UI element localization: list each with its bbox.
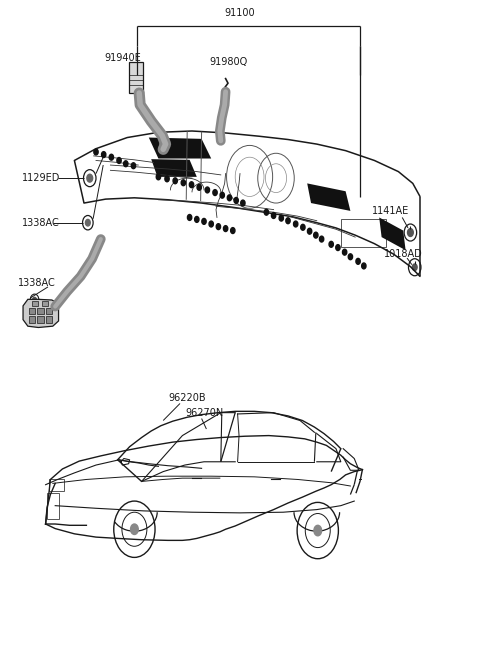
- Circle shape: [202, 219, 206, 224]
- Circle shape: [132, 162, 136, 168]
- Circle shape: [85, 219, 90, 226]
- Circle shape: [320, 236, 324, 242]
- Circle shape: [181, 180, 185, 186]
- Circle shape: [348, 253, 352, 259]
- Bar: [29, 308, 35, 314]
- Circle shape: [87, 174, 93, 182]
- Polygon shape: [149, 138, 211, 159]
- Circle shape: [101, 152, 106, 157]
- Circle shape: [264, 210, 269, 215]
- Circle shape: [165, 176, 169, 182]
- Circle shape: [209, 221, 213, 227]
- Circle shape: [109, 155, 113, 160]
- Circle shape: [188, 215, 192, 220]
- Circle shape: [195, 216, 199, 222]
- Circle shape: [223, 225, 228, 231]
- Bar: [42, 301, 48, 306]
- Circle shape: [131, 524, 138, 534]
- Circle shape: [279, 215, 283, 221]
- Text: 91940E: 91940E: [104, 52, 141, 63]
- Circle shape: [293, 221, 298, 227]
- Circle shape: [197, 185, 202, 191]
- Bar: [46, 316, 52, 323]
- Circle shape: [213, 190, 217, 196]
- Bar: [46, 308, 52, 314]
- Circle shape: [228, 195, 232, 200]
- Circle shape: [230, 228, 235, 234]
- Polygon shape: [151, 159, 197, 177]
- Circle shape: [205, 187, 209, 193]
- Text: 91100: 91100: [225, 9, 255, 18]
- Polygon shape: [23, 299, 59, 328]
- Text: 1018AD: 1018AD: [384, 249, 423, 259]
- Text: 1338AC: 1338AC: [18, 278, 56, 288]
- Circle shape: [307, 229, 312, 234]
- Circle shape: [362, 263, 366, 269]
- Circle shape: [189, 182, 194, 188]
- Circle shape: [234, 198, 238, 204]
- Circle shape: [117, 158, 121, 164]
- Polygon shape: [379, 217, 406, 250]
- Circle shape: [329, 242, 333, 248]
- Circle shape: [33, 297, 36, 303]
- Circle shape: [220, 193, 225, 198]
- Circle shape: [216, 224, 221, 230]
- Bar: [29, 316, 35, 323]
- Text: 91980Q: 91980Q: [209, 57, 247, 67]
- Bar: [341, 219, 386, 247]
- Circle shape: [173, 178, 178, 184]
- Text: 1338AC: 1338AC: [22, 217, 60, 228]
- Circle shape: [156, 174, 160, 180]
- Circle shape: [286, 217, 290, 223]
- Text: 96270N: 96270N: [185, 407, 223, 418]
- Circle shape: [94, 149, 98, 155]
- Polygon shape: [307, 183, 350, 211]
- Circle shape: [300, 224, 305, 231]
- Text: 1129ED: 1129ED: [22, 173, 60, 183]
- Bar: [32, 301, 38, 306]
- Bar: [47, 493, 59, 519]
- Circle shape: [240, 200, 245, 206]
- Circle shape: [408, 229, 413, 236]
- Circle shape: [342, 250, 347, 255]
- Bar: [37, 316, 44, 323]
- Circle shape: [271, 212, 276, 218]
- Circle shape: [314, 525, 322, 536]
- Circle shape: [314, 233, 318, 238]
- Bar: [129, 62, 143, 93]
- Text: 1141AE: 1141AE: [372, 206, 409, 216]
- Bar: [37, 308, 44, 314]
- Circle shape: [124, 161, 128, 166]
- Circle shape: [336, 244, 340, 250]
- Bar: [49, 479, 64, 491]
- Text: 96220B: 96220B: [168, 393, 206, 403]
- Circle shape: [356, 259, 360, 265]
- Circle shape: [412, 264, 417, 271]
